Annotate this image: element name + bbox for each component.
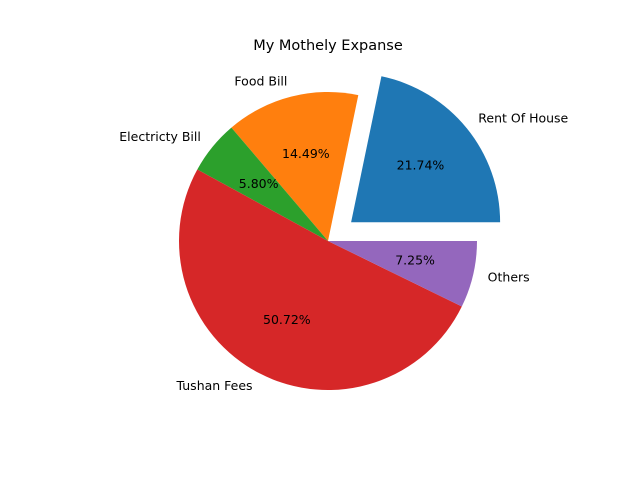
chart-title: My Mothely Expanse — [253, 38, 403, 54]
slice-label-tushan-fees: Tushan Fees — [176, 378, 253, 393]
pie-labels: Rent Of House 21.74% Food Bill 14.49% Electr… — [119, 74, 568, 393]
pie-slices — [179, 76, 501, 390]
pie-slice-others — [328, 241, 477, 307]
pie-slice-rent-of-house — [351, 76, 501, 223]
pct-label-others: 7.25% — [395, 253, 435, 268]
slice-label-others: Others — [488, 270, 530, 285]
pie-slice-tushan-fees — [179, 169, 462, 390]
slice-label-electricty-bill: Electricty Bill — [119, 129, 201, 144]
pct-label-rent-of-house: 21.74% — [397, 157, 445, 172]
slice-label-food-bill: Food Bill — [234, 74, 287, 89]
slice-label-rent-of-house: Rent Of House — [478, 110, 568, 125]
pct-label-tushan-fees: 50.72% — [263, 312, 311, 327]
pct-label-electricty-bill: 5.80% — [239, 176, 279, 191]
pct-label-food-bill: 14.49% — [282, 146, 330, 161]
pie-slice-food-bill — [231, 91, 359, 241]
pie-slice-electricty-bill — [197, 127, 328, 241]
